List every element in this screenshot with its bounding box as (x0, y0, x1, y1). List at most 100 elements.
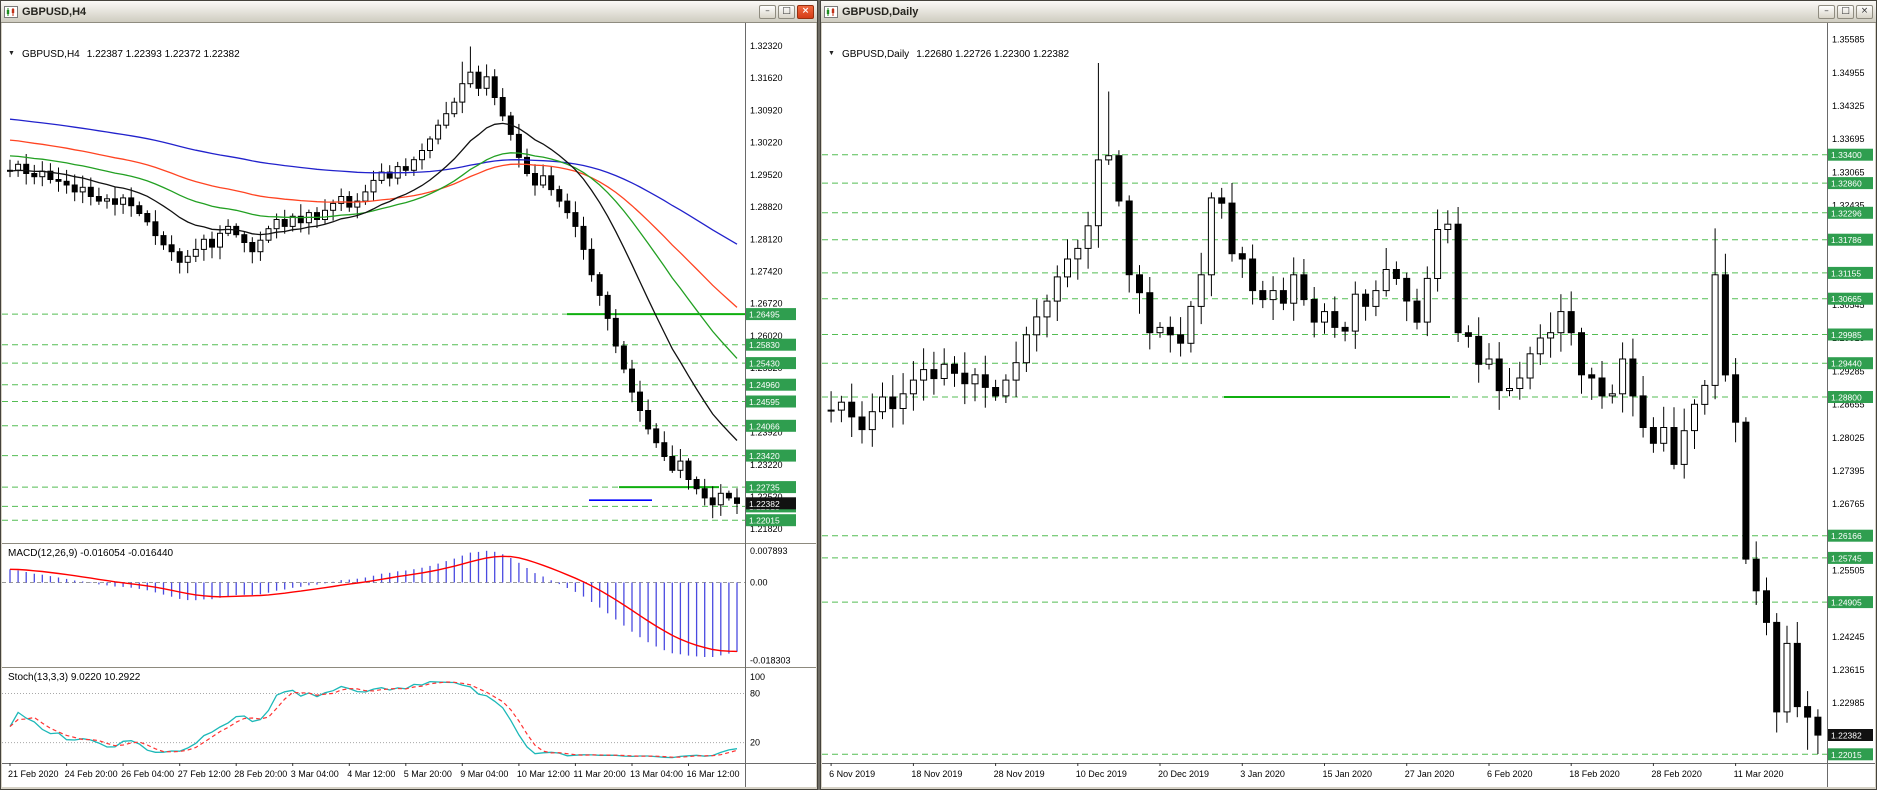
stochastic-pane (2, 680, 745, 759)
price-scale[interactable]: 1.35585 1.34955 1.34325 1.33695 1.33065 1.324… (1827, 23, 1874, 787)
svg-text:1.32296: 1.32296 (1831, 208, 1862, 218)
svg-text:1.29520: 1.29520 (750, 170, 783, 180)
svg-text:6 Nov 2019: 6 Nov 2019 (829, 769, 875, 779)
svg-text:1.23420: 1.23420 (749, 451, 780, 461)
svg-text:100: 100 (750, 672, 765, 682)
daily-chart-svg: 1.35585 1.34955 1.34325 1.33695 1.33065 1.324… (822, 23, 1875, 787)
svg-text:1.22735: 1.22735 (749, 483, 780, 493)
macd-scale[interactable]: 0.007893 0.00 -0.018303 (750, 546, 791, 666)
chart-area-daily[interactable]: 1.35585 1.34955 1.34325 1.33695 1.33065 1.324… (822, 23, 1875, 787)
svg-text:1.33695: 1.33695 (1832, 134, 1865, 144)
svg-text:1.30220: 1.30220 (750, 138, 783, 148)
svg-text:21 Feb 2020: 21 Feb 2020 (8, 769, 59, 779)
window-title: GBPUSD,Daily (842, 5, 919, 18)
chart-icon (4, 5, 18, 18)
svg-text:1.33065: 1.33065 (1832, 167, 1865, 177)
svg-text:1.22015: 1.22015 (1831, 750, 1862, 760)
svg-text:15 Jan 2020: 15 Jan 2020 (1323, 769, 1373, 779)
restore-button[interactable]: □ (1837, 4, 1854, 19)
moving-average-16 (9, 122, 738, 441)
window-title: GBPUSD,H4 (22, 5, 87, 18)
svg-text:20: 20 (750, 738, 760, 748)
chart-area-h4[interactable]: 0.007893 0.00 -0.018303 100 80 20 1.32320 1.316… (2, 23, 816, 787)
svg-text:1.26720: 1.26720 (750, 299, 783, 309)
moving-average-55 (9, 139, 738, 308)
svg-text:0.007893: 0.007893 (750, 546, 788, 556)
chart-window-daily: GBPUSD,Daily – □ × 1.35585 1.34955 1.34325… (820, 0, 1877, 790)
svg-text:3 Jan 2020: 3 Jan 2020 (1240, 769, 1285, 779)
titlebar-daily[interactable]: GBPUSD,Daily – □ × (821, 1, 1876, 23)
svg-text:18 Nov 2019: 18 Nov 2019 (911, 769, 962, 779)
level-lines[interactable] (822, 154, 1827, 755)
svg-text:1.22382: 1.22382 (749, 499, 780, 509)
svg-text:1.33400: 1.33400 (1831, 150, 1862, 160)
svg-text:1.23615: 1.23615 (1832, 665, 1865, 675)
svg-text:1.23920: 1.23920 (750, 428, 783, 438)
svg-text:28 Feb 2020: 28 Feb 2020 (1651, 769, 1702, 779)
svg-text:28 Nov 2019: 28 Nov 2019 (994, 769, 1045, 779)
svg-text:1.24595: 1.24595 (749, 397, 780, 407)
chart-icon (824, 5, 838, 18)
svg-text:1.24245: 1.24245 (1832, 632, 1865, 642)
svg-text:1.28820: 1.28820 (750, 202, 783, 212)
minimize-button[interactable]: – (759, 4, 776, 19)
svg-text:1.22985: 1.22985 (1832, 698, 1865, 708)
h4-chart-svg: 0.007893 0.00 -0.018303 100 80 20 1.32320 1.316… (2, 23, 816, 787)
svg-text:1.25745: 1.25745 (1831, 553, 1862, 563)
price-scale[interactable]: 1.32320 1.31620 1.30920 1.30220 1.29520 1.288… (745, 23, 797, 787)
svg-text:1.32435: 1.32435 (1832, 201, 1865, 211)
moving-average-34 (9, 152, 738, 359)
pane-separators[interactable] (2, 543, 816, 669)
svg-text:1.35585: 1.35585 (1832, 35, 1865, 45)
minimize-button[interactable]: – (1818, 4, 1835, 19)
close-button[interactable]: × (1856, 4, 1873, 19)
svg-text:1.31155: 1.31155 (1831, 268, 1861, 278)
svg-text:6 Feb 2020: 6 Feb 2020 (1487, 769, 1533, 779)
svg-text:1.29985: 1.29985 (1831, 330, 1862, 340)
svg-text:1.23220: 1.23220 (750, 460, 783, 470)
svg-text:27 Feb 12:00: 27 Feb 12:00 (178, 769, 231, 779)
titlebar-h4[interactable]: GBPUSD,H4 – □ × (1, 1, 817, 23)
macd-pane (2, 550, 745, 657)
svg-text:1.27420: 1.27420 (750, 267, 783, 277)
stochastic-scale[interactable]: 100 80 20 (750, 672, 765, 747)
svg-text:16 Mar 12:00: 16 Mar 12:00 (687, 769, 740, 779)
time-scale[interactable]: 21 Feb 2020 24 Feb 20:00 26 Feb 04:00 27 Fe… (2, 763, 816, 779)
svg-text:1.31620: 1.31620 (750, 73, 783, 83)
svg-text:80: 80 (750, 689, 760, 699)
svg-text:1.22520: 1.22520 (750, 492, 783, 502)
svg-text:3 Mar 04:00: 3 Mar 04:00 (291, 769, 339, 779)
svg-text:1.28025: 1.28025 (1832, 433, 1865, 443)
svg-text:26 Feb 04:00: 26 Feb 04:00 (121, 769, 174, 779)
svg-text:1.24066: 1.24066 (749, 421, 780, 431)
svg-text:1.28655: 1.28655 (1832, 400, 1865, 410)
chart-window-h4: GBPUSD,H4 – □ × 0.007893 0.00 -0.018303 100… (0, 0, 818, 790)
svg-text:1.25830: 1.25830 (749, 340, 780, 350)
restore-button[interactable]: □ (778, 4, 795, 19)
candlesticks (7, 46, 740, 519)
svg-text:1.24960: 1.24960 (749, 380, 780, 390)
svg-text:1.30545: 1.30545 (1832, 300, 1865, 310)
svg-text:1.21820: 1.21820 (750, 524, 783, 534)
svg-text:11 Mar 2020: 11 Mar 2020 (1734, 769, 1784, 779)
candlesticks (827, 63, 1822, 754)
close-button[interactable]: × (797, 4, 814, 19)
svg-text:4 Mar 12:00: 4 Mar 12:00 (347, 769, 395, 779)
svg-text:1.25430: 1.25430 (749, 359, 780, 369)
svg-text:1.30665: 1.30665 (1831, 294, 1862, 304)
svg-text:1.32860: 1.32860 (1831, 179, 1862, 189)
chart-root: 0.007893 0.00 -0.018303 100 80 20 1.32320 1.316… (2, 23, 816, 787)
svg-text:1.26495: 1.26495 (749, 310, 780, 320)
svg-text:1.22015: 1.22015 (749, 516, 780, 526)
svg-text:1.28120: 1.28120 (750, 234, 783, 244)
svg-text:10 Dec 2019: 10 Dec 2019 (1076, 769, 1127, 779)
level-lines[interactable] (2, 313, 745, 521)
time-scale[interactable]: 6 Nov 2019 18 Nov 2019 28 Nov 2019 10 Dec 2… (822, 763, 1875, 779)
svg-text:27 Jan 2020: 27 Jan 2020 (1405, 769, 1455, 779)
svg-text:1.31786: 1.31786 (1831, 235, 1862, 245)
svg-text:10 Mar 12:00: 10 Mar 12:00 (517, 769, 570, 779)
svg-text:28 Feb 20:00: 28 Feb 20:00 (234, 769, 287, 779)
svg-text:1.34955: 1.34955 (1832, 68, 1865, 78)
svg-text:1.30920: 1.30920 (750, 105, 783, 115)
